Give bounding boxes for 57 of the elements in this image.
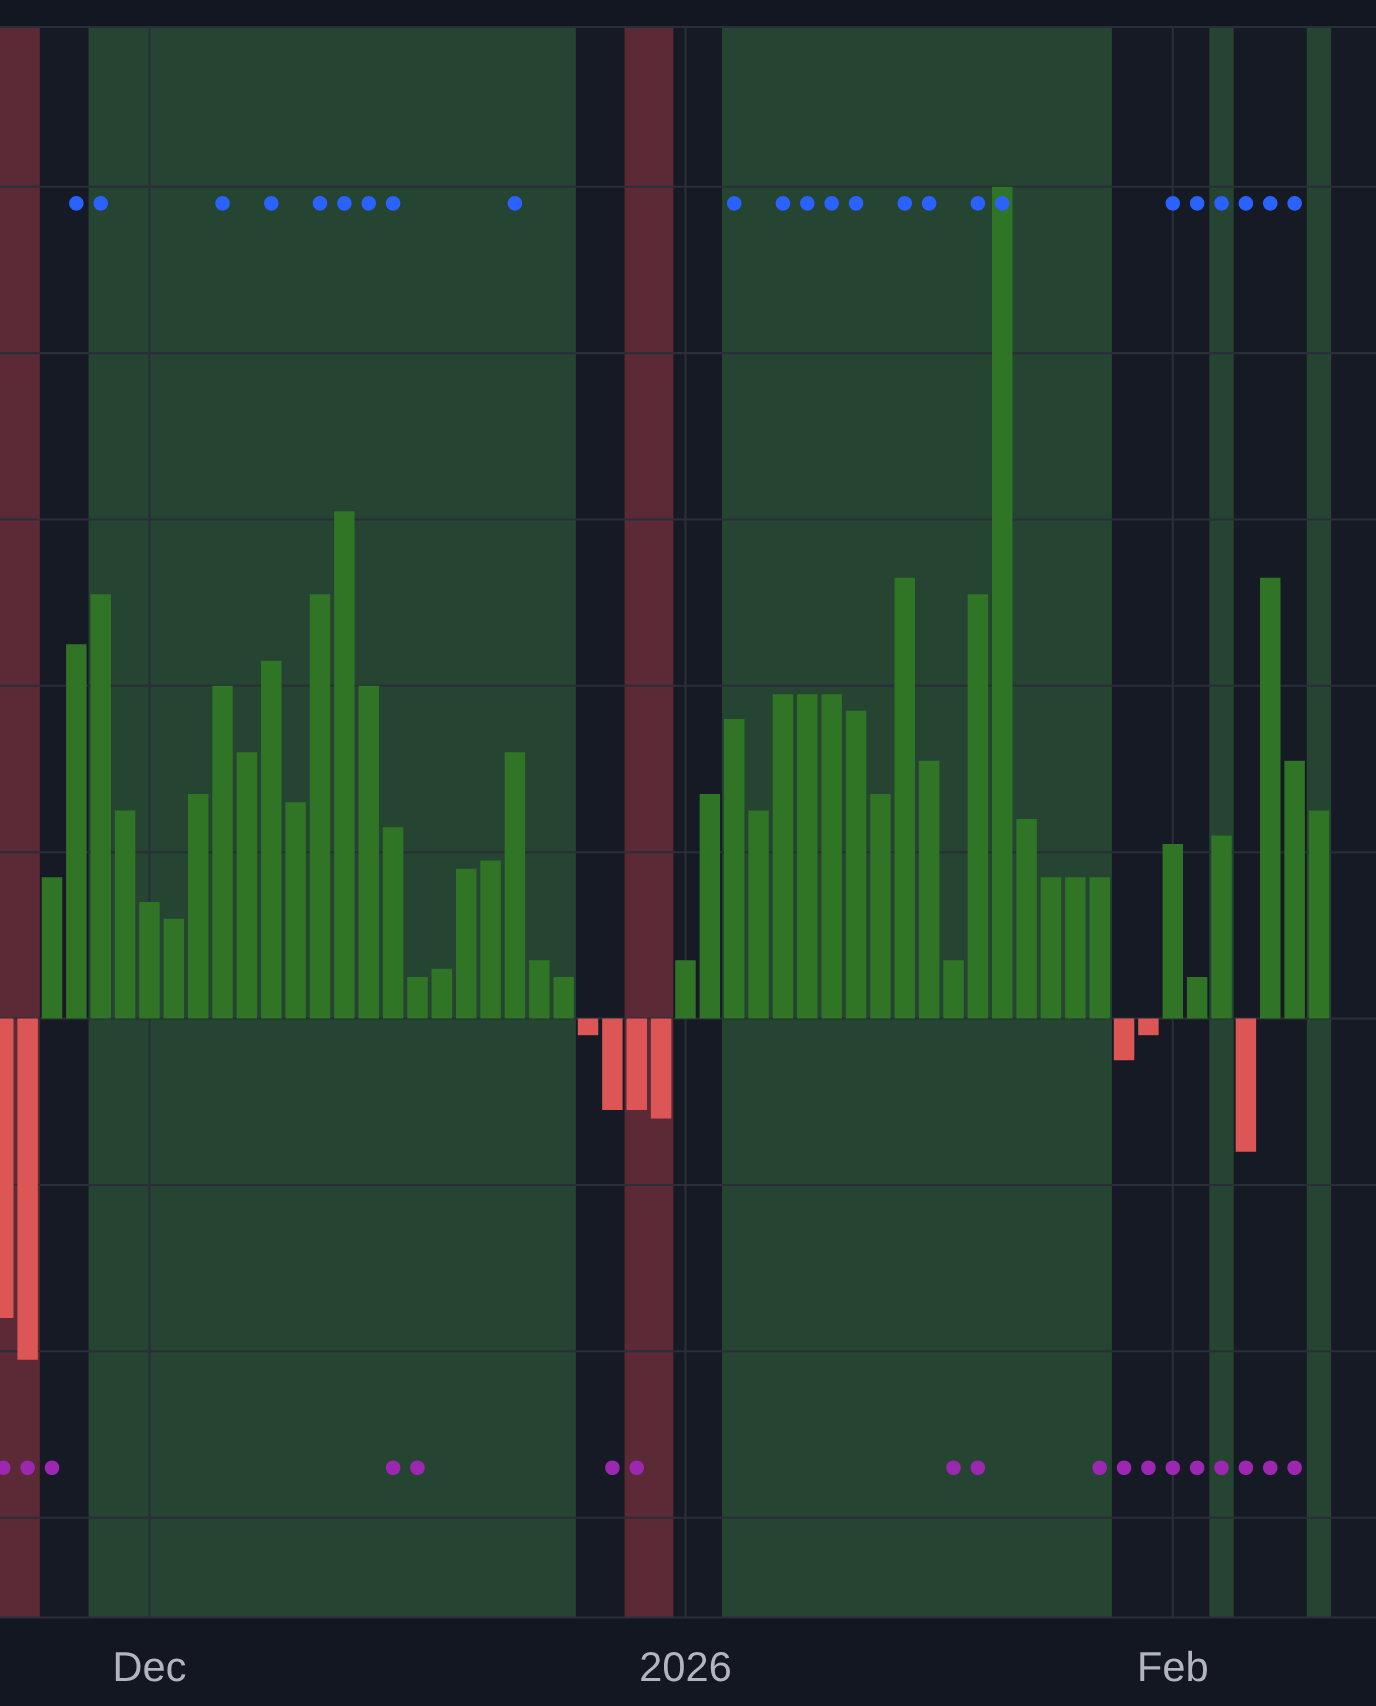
bar — [163, 918, 185, 1019]
bar — [1284, 760, 1305, 1019]
bar — [1186, 976, 1208, 1019]
bar — [967, 594, 989, 1019]
bar — [1065, 877, 1086, 1019]
bar — [504, 752, 526, 1019]
bar — [212, 685, 233, 1019]
x-tick-label: Dec — [115, 1652, 186, 1682]
bar — [358, 685, 379, 1019]
bar — [285, 802, 306, 1019]
bar — [748, 810, 769, 1019]
bar — [41, 877, 63, 1019]
bar — [480, 860, 501, 1019]
bar — [187, 793, 209, 1019]
bar — [1308, 810, 1330, 1019]
bar — [334, 511, 355, 1019]
bar — [66, 644, 87, 1019]
bar — [261, 660, 282, 1019]
bar — [845, 710, 867, 1019]
bar — [455, 868, 477, 1019]
bar — [1260, 577, 1281, 1019]
bar — [17, 1018, 38, 1360]
x-tick-label: 2026 — [641, 1651, 731, 1682]
bar — [675, 960, 696, 1019]
bar — [553, 976, 574, 1019]
x-tick-label: Feb — [1140, 1650, 1207, 1682]
bar — [1162, 843, 1184, 1019]
bar — [236, 752, 258, 1019]
bar — [943, 960, 964, 1019]
bar — [431, 968, 453, 1019]
bar — [650, 1018, 672, 1119]
bar — [529, 960, 550, 1019]
bar — [90, 594, 111, 1019]
bar — [1089, 877, 1110, 1019]
bar — [894, 577, 916, 1019]
bar — [821, 694, 842, 1019]
bar — [382, 827, 404, 1019]
bar — [309, 594, 331, 1019]
bar — [1138, 1018, 1159, 1036]
bar — [114, 810, 136, 1019]
bar — [602, 1018, 623, 1111]
bar — [407, 976, 428, 1019]
bar — [699, 793, 721, 1019]
bar — [1235, 1018, 1257, 1152]
bar — [139, 902, 160, 1019]
bar — [1113, 1018, 1135, 1061]
bar — [918, 760, 940, 1019]
bar — [1016, 818, 1037, 1019]
bar — [626, 1018, 647, 1111]
bar — [870, 793, 891, 1019]
bar — [992, 186, 1013, 1019]
bar — [1211, 835, 1232, 1019]
bar — [1040, 877, 1062, 1019]
bar — [723, 719, 745, 1019]
bar — [772, 694, 794, 1019]
bar — [797, 694, 818, 1019]
bar — [577, 1018, 599, 1036]
